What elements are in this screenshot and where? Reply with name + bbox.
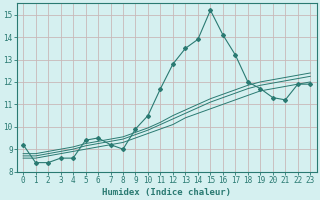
X-axis label: Humidex (Indice chaleur): Humidex (Indice chaleur) bbox=[102, 188, 231, 197]
